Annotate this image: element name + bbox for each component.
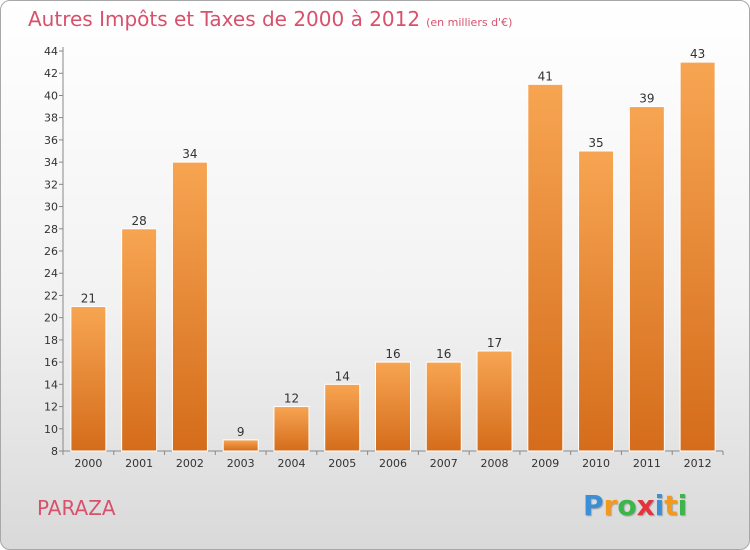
bar-2000 [70,306,107,452]
y-tick-label: 42 [44,67,58,80]
bar-2006 [375,361,411,452]
x-tick-label: 2005 [328,457,356,470]
bar-2001 [121,228,158,452]
bar-2010 [578,150,615,452]
x-tick-label: 2007 [430,457,458,470]
bar-2003 [222,439,259,452]
logo-letter: i [654,489,665,522]
data-label: 12 [284,392,299,406]
x-tick-label: 2000 [74,457,102,470]
data-label: 39 [639,92,654,106]
bar-2002 [171,161,208,452]
y-tick-label: 40 [44,89,58,102]
x-tick-label: 2006 [379,457,407,470]
logo-letter: o [617,489,637,522]
y-tick-label: 20 [44,312,58,325]
x-tick-label: 2008 [481,457,509,470]
data-label: 16 [436,347,451,361]
y-tick-label: 16 [44,356,58,369]
chart-subtitle: (en milliers d'€) [426,16,513,29]
bar-2008 [476,350,513,452]
data-label: 34 [182,147,197,161]
data-label: 43 [690,47,705,61]
logo-letter: P [583,489,604,522]
data-label: 35 [588,136,603,150]
x-tick-label: 2012 [684,457,712,470]
logo-letter: t [664,489,678,522]
data-label: 17 [487,336,502,350]
bars [70,61,716,452]
y-tick-label: 12 [44,401,58,414]
logo-letter: r [603,489,618,522]
data-label: 9 [237,425,245,439]
x-tick-label: 2009 [531,457,559,470]
y-tick-label: 26 [44,245,58,258]
y-tick-label: 18 [44,334,58,347]
data-label: 41 [538,69,553,83]
bar-2012 [679,61,716,452]
y-tick-label: 32 [44,178,58,191]
chart-title: Autres Impôts et Taxes de 2000 à 2012 (en… [28,7,512,31]
logo-letter: i [677,489,688,522]
y-tick-label: 28 [44,223,58,236]
y-tick-label: 34 [44,156,58,169]
y-tick-label: 8 [51,445,58,458]
y-tick-labels: 8 10 12 14 16 18 20 22 24 26 28 30 32 34 36 38 40 42 44 [44,45,58,458]
bar-2005 [324,383,361,452]
x-tick-label: 2011 [633,457,661,470]
data-label: 21 [81,292,96,306]
bar-2009 [527,83,564,452]
data-label: 28 [132,214,147,228]
x-tick-label: 2002 [176,457,204,470]
proxiti-logo: Proxiti [583,489,687,522]
x-tick-label: 2004 [277,457,305,470]
x-tick-label: 2001 [125,457,153,470]
logo-letter: x [636,489,655,522]
chart-title-text: Autres Impôts et Taxes de 2000 à 2012 [28,7,421,31]
bar-2004 [273,406,310,452]
data-labels: 21 28 34 9 12 14 16 16 17 41 35 39 43 [81,47,706,439]
y-tick-label: 38 [44,112,58,125]
y-tick-label: 22 [44,289,58,302]
y-tick-label: 24 [44,267,58,280]
x-tick-label: 2010 [582,457,610,470]
y-tick-label: 44 [44,45,58,58]
bar-2007 [425,361,462,452]
commune-name: PARAZA [37,496,116,520]
y-tick-label: 14 [44,378,58,391]
data-label: 16 [385,347,400,361]
x-tick-labels: 2000 2001 2002 2003 2004 2005 2006 2007 2008 2009… [74,457,711,470]
bar-2011 [628,106,665,452]
data-label: 14 [335,369,350,383]
y-tick-label: 36 [44,134,58,147]
x-tick-label: 2003 [227,457,255,470]
y-tick-label: 10 [44,423,58,436]
y-tick-label: 30 [44,201,58,214]
